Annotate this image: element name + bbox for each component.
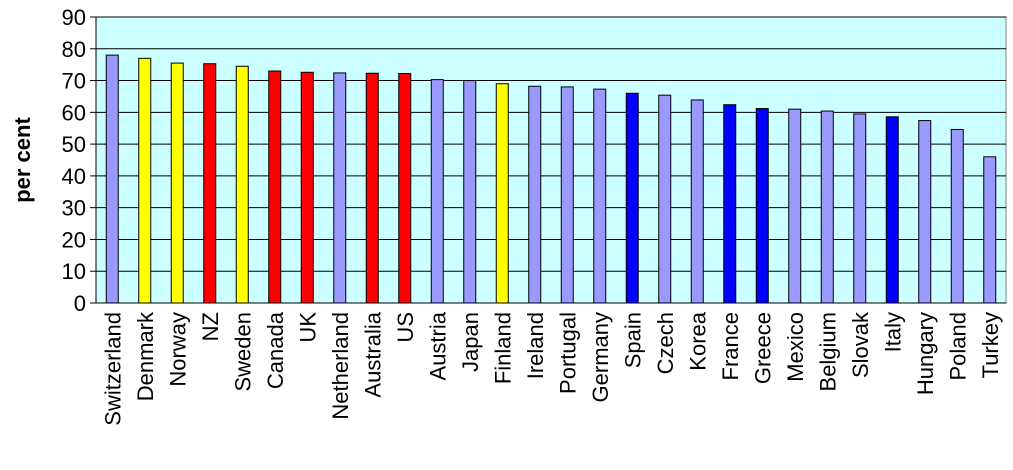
bar-mexico	[788, 108, 802, 304]
bar-greece	[755, 108, 769, 304]
x-tick-label-czech: Czech	[653, 312, 678, 374]
bar-slovak	[853, 113, 867, 304]
x-tick-label-poland: Poland	[945, 312, 970, 381]
bar-france	[723, 104, 737, 304]
bar-italy	[885, 116, 899, 304]
bar-turkey	[983, 156, 997, 304]
x-tick-label-ireland: Ireland	[523, 312, 548, 379]
bar-canada	[268, 70, 282, 304]
x-tick-label-finland: Finland	[490, 312, 515, 384]
x-tick-label-hungary: Hungary	[913, 312, 938, 395]
x-tick-label-slovak: Slovak	[848, 311, 873, 378]
x-tick-label-greece: Greece	[750, 312, 775, 384]
x-axis-labels: Switzerland Denmark Norway NZ Sweden Canada UK…	[100, 311, 1003, 426]
bar-switzerland	[105, 54, 119, 304]
x-tick-label-canada: Canada	[263, 311, 288, 389]
bar-japan	[463, 80, 477, 304]
x-tick-label-germany: Germany	[588, 312, 613, 402]
bar-czech	[658, 94, 672, 304]
bar-australia	[365, 72, 379, 304]
x-tick-label-norway: Norway	[165, 312, 190, 387]
x-tick-label-us: US	[393, 312, 418, 343]
y-tick-label: 60	[62, 100, 86, 125]
plot-area	[95, 16, 1007, 304]
y-axis-label: per cent	[10, 117, 35, 203]
x-tick-label-japan: Japan	[458, 312, 483, 372]
y-tick-label: 20	[62, 227, 86, 252]
y-tick-label: 10	[62, 259, 86, 284]
bar-hungary	[918, 120, 932, 304]
bar-norway	[170, 62, 184, 304]
bar-uk	[300, 71, 314, 304]
x-tick-label-korea: Korea	[685, 311, 710, 370]
bars	[105, 54, 997, 304]
bar-us	[398, 73, 412, 304]
x-tick-label-sweden: Sweden	[230, 312, 255, 392]
bar-portugal	[560, 86, 574, 304]
y-tick-label: 90	[62, 5, 86, 30]
x-tick-label-denmark: Denmark	[133, 311, 158, 401]
x-tick-label-austria: Austria	[425, 311, 450, 380]
x-tick-label-spain: Spain	[620, 312, 645, 368]
bar-belgium	[820, 110, 834, 304]
x-tick-label-australia: Australia	[360, 311, 385, 397]
x-tick-label-mexico: Mexico	[783, 312, 808, 382]
bar-ireland	[528, 85, 542, 304]
y-axis-ticks: 0 10 20 30 40 50 60 70 80 90	[62, 5, 1006, 316]
bar-finland	[495, 83, 509, 304]
bar-sweden	[235, 65, 249, 304]
bar-netherland	[333, 72, 347, 304]
y-tick-label: 80	[62, 37, 86, 62]
bar-austria	[430, 79, 444, 304]
x-tick-label-uk: UK	[295, 312, 320, 343]
bar-korea	[690, 99, 704, 304]
bar-germany	[593, 88, 607, 304]
x-tick-label-belgium: Belgium	[815, 312, 840, 391]
bar-spain	[625, 92, 639, 304]
bar-denmark	[138, 57, 152, 304]
bar-nz	[203, 63, 217, 304]
y-tick-label: 0	[74, 291, 86, 316]
y-tick-label: 40	[62, 164, 86, 189]
x-tick-label-switzerland: Switzerland	[100, 312, 125, 426]
x-tick-label-italy: Italy	[880, 312, 905, 352]
x-tick-label-nz: NZ	[198, 312, 223, 341]
y-tick-label: 50	[62, 132, 86, 157]
x-tick-label-france: France	[718, 312, 743, 380]
y-tick-label: 70	[62, 69, 86, 94]
bar-poland	[950, 128, 964, 304]
x-tick-label-netherland: Netherland	[328, 312, 353, 420]
x-tick-label-turkey: Turkey	[978, 312, 1003, 378]
x-tick-label-portugal: Portugal	[555, 312, 580, 394]
y-tick-label: 30	[62, 196, 86, 221]
